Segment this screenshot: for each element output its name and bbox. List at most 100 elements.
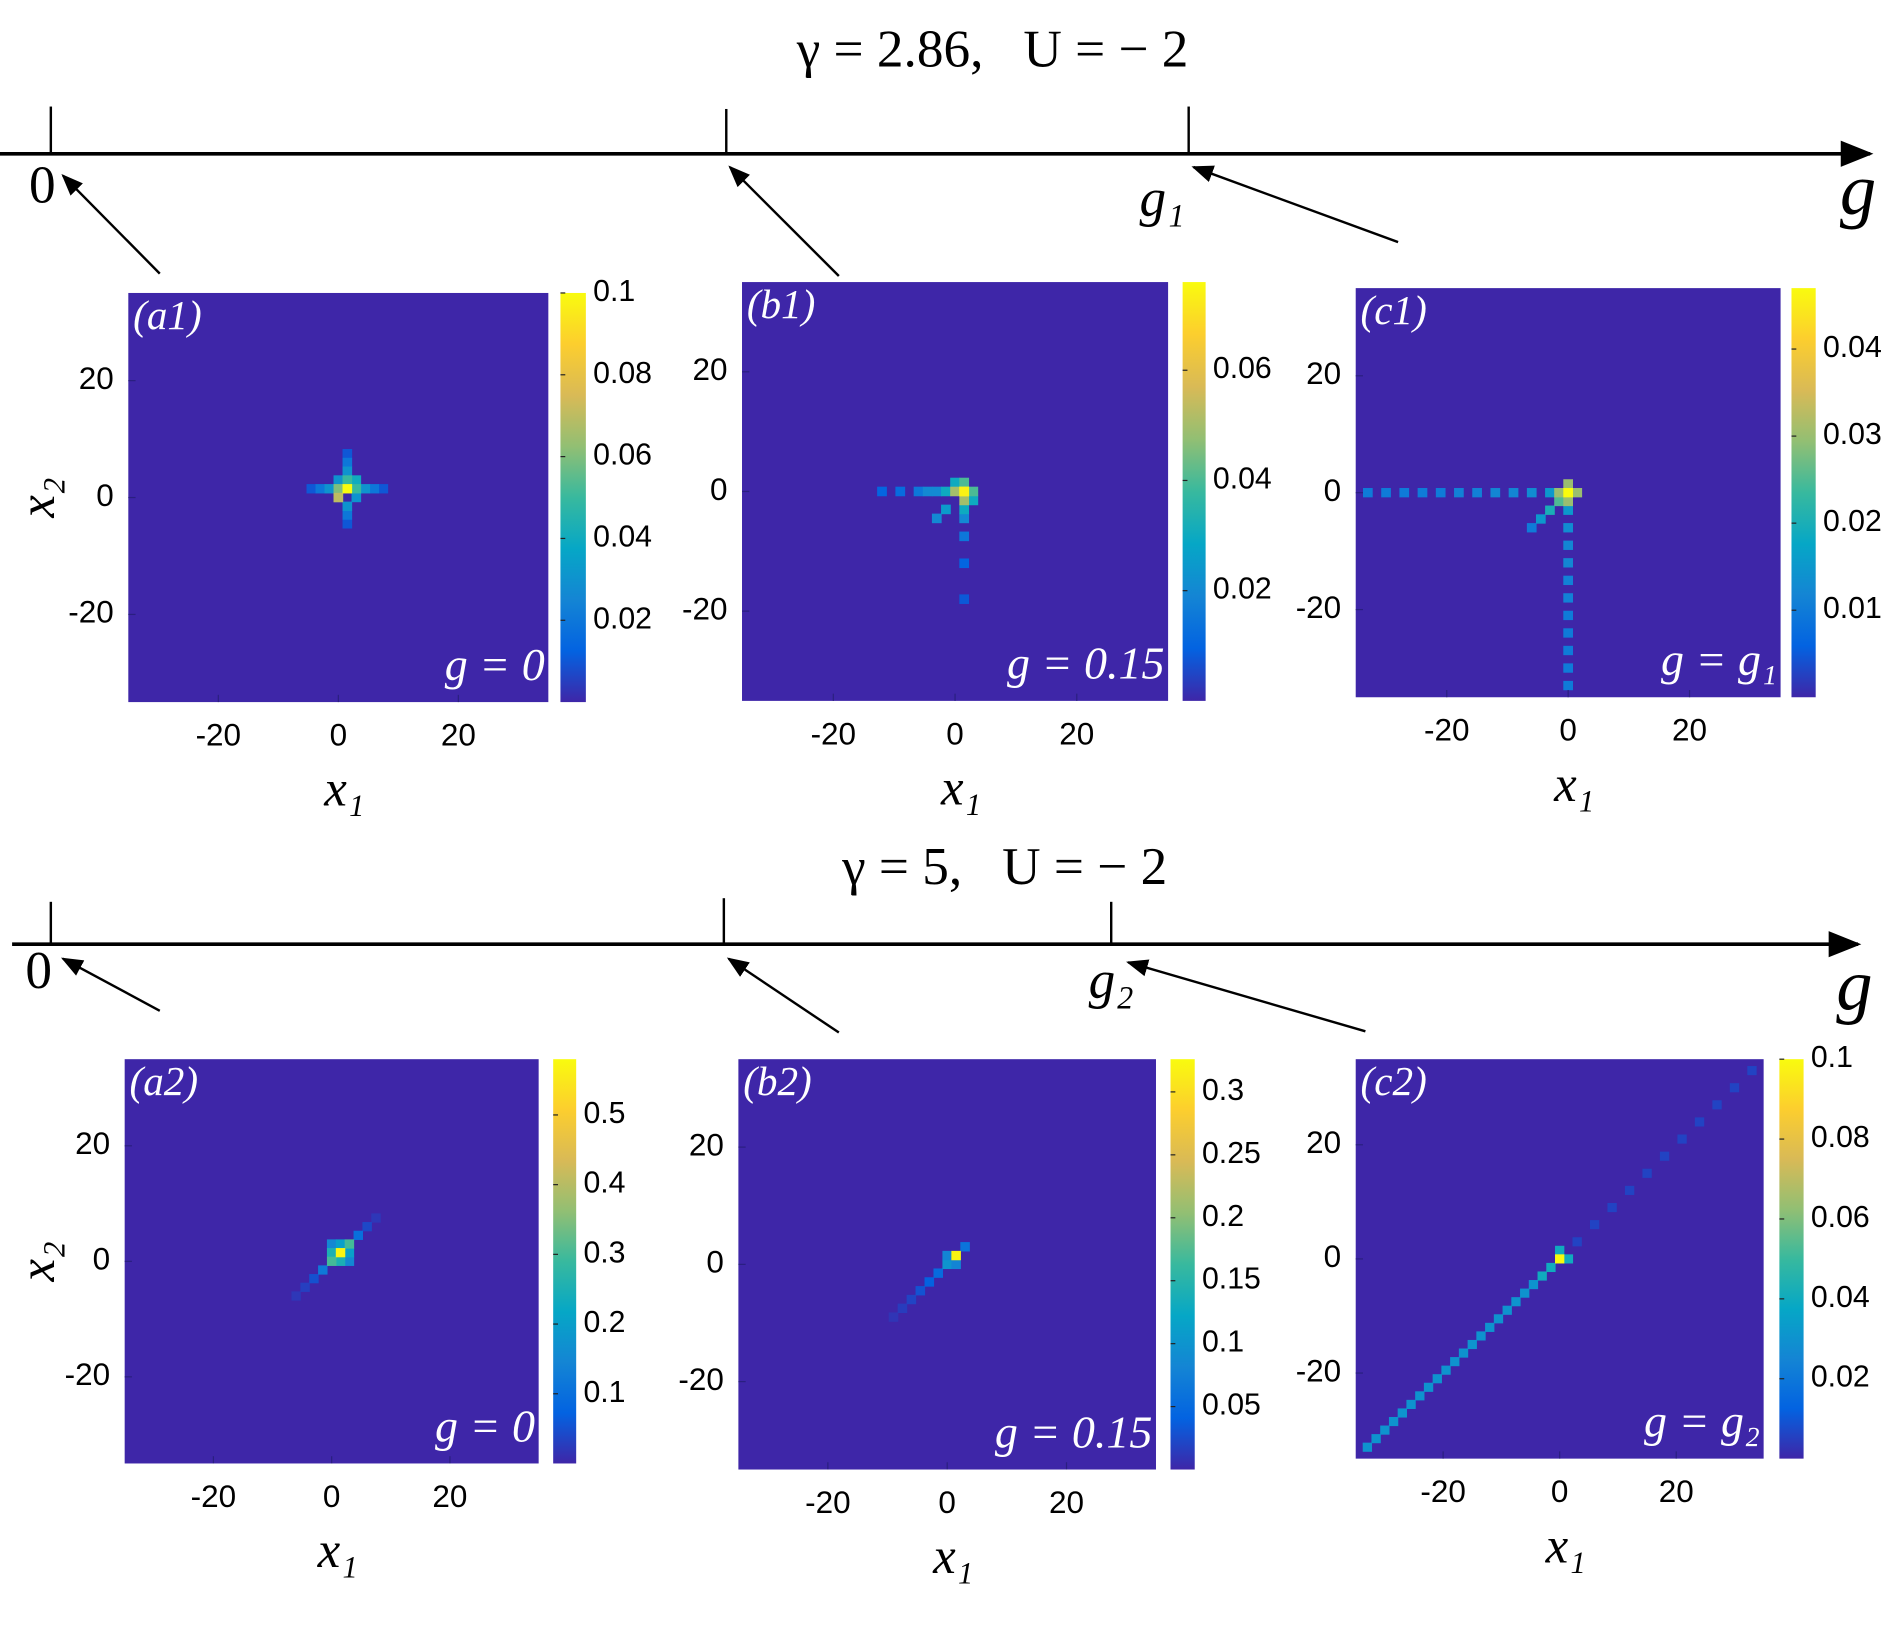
heat-cell xyxy=(371,1213,381,1223)
x-tick-label: -20 xyxy=(811,716,856,751)
mark-label: g₂ xyxy=(1089,951,1134,1010)
heat-cell xyxy=(291,1291,301,1301)
heat-cell xyxy=(913,486,924,497)
y-tick-label: 20 xyxy=(1306,1125,1341,1160)
colorbar xyxy=(1779,1059,1804,1459)
pointer-arrow xyxy=(728,165,840,277)
x-tick-label: 20 xyxy=(441,718,476,753)
colorbar-tick-label: 0.1 xyxy=(1811,1041,1853,1074)
heat-cell xyxy=(1490,488,1501,498)
colorbar-tick-label: 0.1 xyxy=(1202,1326,1244,1359)
heat-cell xyxy=(1563,610,1574,621)
colorbar-tick-label: 0.25 xyxy=(1202,1137,1261,1170)
pointer-arrow xyxy=(1191,165,1399,244)
heat-cell xyxy=(369,484,380,494)
heat-cell xyxy=(931,513,942,524)
pointer-arrow xyxy=(1126,959,1366,1033)
heat-cell xyxy=(351,475,362,485)
heat-cell xyxy=(326,1239,337,1249)
annotation: g = 0.15 xyxy=(995,1406,1153,1457)
heat-cell xyxy=(1563,496,1574,507)
heat-cell xyxy=(931,486,942,497)
heat-cell xyxy=(960,1242,970,1252)
heat-cell xyxy=(378,484,389,494)
y-tick-label: 20 xyxy=(689,1127,724,1162)
heat-cell xyxy=(1526,488,1537,498)
heat-cell xyxy=(1423,1382,1434,1392)
heat-cell xyxy=(888,1312,899,1322)
x-tick-label: 0 xyxy=(330,718,348,753)
heat-cell xyxy=(906,1294,917,1305)
axis-label: g xyxy=(1840,149,1876,230)
heat-cell xyxy=(326,1256,337,1266)
heat-cell xyxy=(959,531,970,542)
heat-cell xyxy=(951,1259,961,1270)
y-tick-label: -20 xyxy=(68,595,113,630)
panel-label: (b2) xyxy=(743,1058,812,1105)
y-tick-label: -20 xyxy=(1296,590,1341,625)
heat-cell xyxy=(1537,1271,1547,1281)
y-tick-label: 0 xyxy=(1324,1239,1342,1274)
axis-label: g xyxy=(1836,944,1872,1025)
start-label: 0 xyxy=(29,155,56,214)
heat-cell xyxy=(1607,1202,1617,1213)
heat-cell xyxy=(1458,1348,1469,1358)
colorbar-tick-label: 0.04 xyxy=(1213,462,1272,495)
heat-cell xyxy=(342,510,353,520)
heat-cell xyxy=(1435,488,1446,498)
heat-cell xyxy=(1502,1305,1512,1315)
heat-cell xyxy=(1406,1399,1416,1409)
colorbar xyxy=(1182,282,1206,701)
colorbar-tick-label: 0.2 xyxy=(1202,1200,1244,1233)
panel-label: (c2) xyxy=(1361,1058,1427,1105)
heat-cell xyxy=(1397,1408,1407,1418)
heat-cell xyxy=(1528,1280,1539,1290)
heat-cell xyxy=(1380,1425,1390,1435)
heatmap-panel: -20 0 20 -20 0 20 x₁ (b1) g = 0.15 0.02 0.04 0.06 xyxy=(682,281,1272,815)
colorbar-tick-label: 0.06 xyxy=(593,439,652,472)
heat-cell xyxy=(924,1277,935,1287)
heat-cell xyxy=(326,1248,337,1258)
heat-cell xyxy=(1432,1374,1442,1384)
colorbar-tick-label: 0.04 xyxy=(593,520,652,553)
heat-cell xyxy=(1388,1416,1399,1427)
y-tick-label: 20 xyxy=(692,352,727,387)
heatmap-panel: -20 0 20 -20 0 20 x₁ x₂ (a1) g = 0 0.02 0.04 0.06 0.0… xyxy=(9,275,652,817)
heat-cell xyxy=(342,475,353,485)
heat-cell xyxy=(333,492,344,503)
colorbar-tick-label: 0.03 xyxy=(1823,418,1882,451)
colorbar-tick-label: 0.08 xyxy=(593,357,652,390)
heat-cell xyxy=(1472,488,1482,498)
heat-cell xyxy=(1563,680,1574,691)
heat-cell xyxy=(1554,496,1564,507)
heat-cell xyxy=(1545,505,1555,515)
heatmap-panel: -20 0 20 -20 0 20 x₁ (c1) g = g₁ 0.01 0.02 0.03 0.04 xyxy=(1296,287,1882,812)
colorbar-tick-label: 0.5 xyxy=(583,1097,625,1130)
heat-cell xyxy=(897,1303,908,1314)
heat-cell xyxy=(1563,505,1574,515)
heat-cell xyxy=(1563,628,1574,638)
x-tick-label: 20 xyxy=(432,1479,467,1514)
x-tick-label: 20 xyxy=(1672,713,1707,748)
heat-cell xyxy=(342,519,353,529)
y-tick-label: 20 xyxy=(79,361,114,396)
x-axis-label: x₁ xyxy=(932,1528,973,1584)
x-tick-label: 0 xyxy=(946,716,964,751)
x-tick-label: 20 xyxy=(1659,1474,1694,1509)
timeline-title: γ = 5, U = − 2 xyxy=(841,837,1167,896)
panel-label: (b1) xyxy=(747,281,816,328)
heat-cell xyxy=(942,1259,952,1270)
heat-cell xyxy=(342,449,353,459)
colorbar-tick-label: 0.08 xyxy=(1811,1121,1870,1154)
colorbar xyxy=(560,292,586,703)
heat-cell xyxy=(1454,488,1464,498)
heat-cell xyxy=(1747,1066,1757,1076)
heat-cell xyxy=(344,1239,355,1249)
heat-cell xyxy=(1417,488,1428,498)
heat-cell xyxy=(1554,488,1564,498)
heat-cell xyxy=(1563,479,1574,489)
panel-label: (c1) xyxy=(1361,287,1427,334)
heat-cell xyxy=(1545,488,1555,498)
x-axis-label: x₁ xyxy=(1553,756,1594,812)
colorbar-tick-label: 0.3 xyxy=(583,1236,625,1269)
